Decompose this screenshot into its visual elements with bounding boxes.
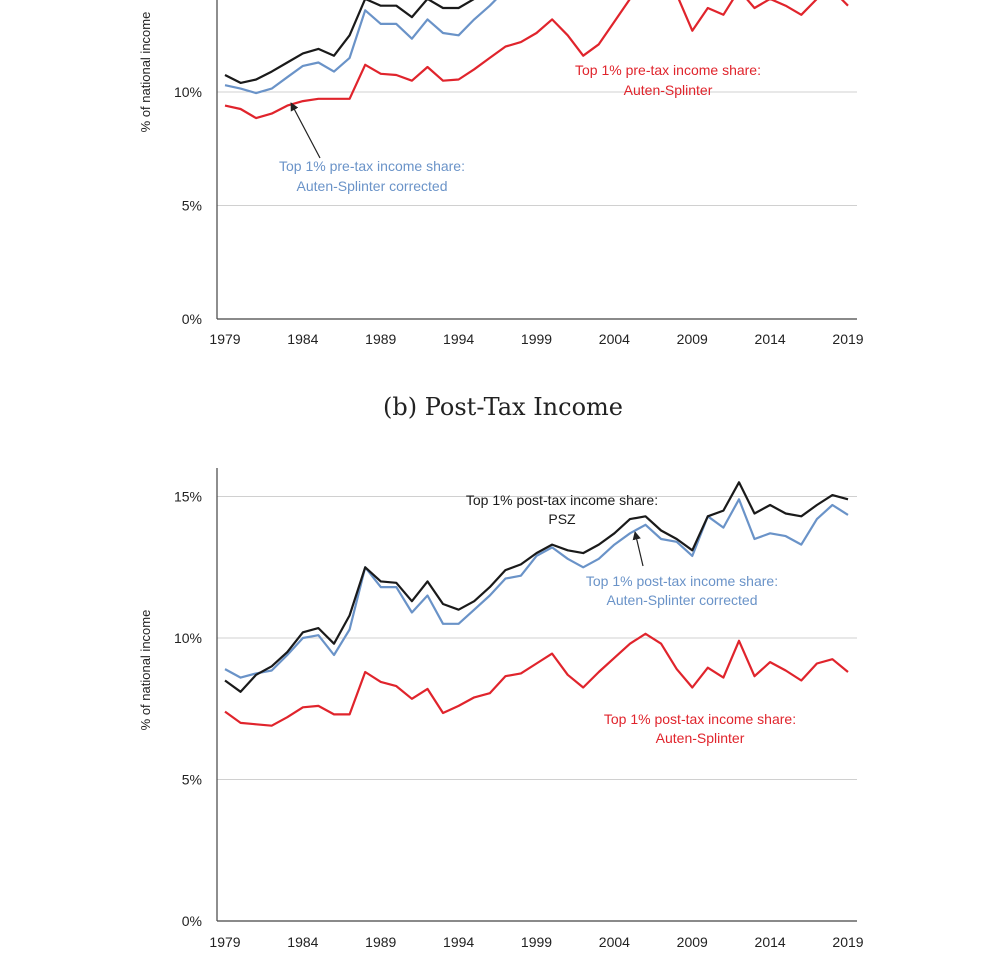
y-tick-label: 5% (182, 772, 202, 788)
annotation-arrow (290, 102, 321, 159)
annotation-psz-line1: Top 1% post-tax income share: (466, 492, 658, 508)
series-line-corrected (224, 0, 497, 95)
annotation-as-line1: Top 1% post-tax income share: (604, 711, 796, 727)
y-tick-label: 10% (174, 630, 202, 646)
y-tick-label: 0% (182, 913, 202, 929)
series-line-corrected (224, 498, 849, 679)
gridlines (216, 468, 857, 922)
pretax-chart: 0% 5% 10% 1979 1984 1989 1994 1999 2004 2009 2014… (138, 0, 864, 347)
x-tick-label: 2014 (755, 934, 786, 950)
series-line-auten-splinter (224, 0, 849, 120)
series-line-psz (224, 0, 475, 84)
x-tick-label: 2019 (832, 331, 863, 347)
x-tick-label: 2014 (755, 331, 786, 347)
subtitle-post-tax: (b) Post-Tax Income (383, 393, 623, 421)
x-tick-label: 1989 (365, 331, 396, 347)
x-tick-label: 1979 (209, 331, 240, 347)
y-tick-label: 0% (182, 311, 202, 327)
y-tick-labels: 0% 5% 10% (174, 84, 202, 327)
annotation-corrected-line1: Top 1% pre-tax income share: (279, 158, 465, 174)
y-axis-label: % of national income (138, 12, 153, 133)
x-tick-label: 2019 (832, 934, 863, 950)
annotation-as-line1: Top 1% pre-tax income share: (575, 62, 761, 78)
annotation-corrected-line2: Auten-Splinter corrected (607, 592, 758, 608)
annotation-as-line2: Auten-Splinter (624, 82, 713, 98)
series-lines (224, 0, 849, 120)
x-tick-label: 1989 (365, 934, 396, 950)
x-tick-label: 1994 (443, 934, 474, 950)
series-lines (224, 481, 849, 727)
annotation-as-line2: Auten-Splinter (656, 730, 745, 746)
series-line-auten-splinter (224, 632, 849, 727)
gridlines (216, 0, 857, 320)
x-tick-label: 1984 (287, 331, 318, 347)
x-tick-label: 2004 (599, 331, 630, 347)
series-line-psz (224, 481, 849, 693)
x-tick-label: 2009 (677, 331, 708, 347)
x-tick-label: 1979 (209, 934, 240, 950)
annotation-corrected-line2: Auten-Splinter corrected (297, 178, 448, 194)
x-tick-label: 2004 (599, 934, 630, 950)
y-tick-label: 15% (174, 489, 202, 505)
x-tick-label: 1999 (521, 331, 552, 347)
y-tick-labels: 0% 5% 10% 15% (174, 489, 202, 930)
x-tick-label: 1999 (521, 934, 552, 950)
y-tick-label: 10% (174, 84, 202, 100)
x-tick-labels: 1979 1984 1989 1994 1999 2004 2009 2014 2019 (209, 934, 863, 950)
y-tick-label: 5% (182, 198, 202, 214)
annotation-corrected-line1: Top 1% post-tax income share: (586, 573, 778, 589)
posttax-chart: 0% 5% 10% 15% 1979 1984 1989 1994 1999 2004 2009 2… (138, 468, 864, 950)
annotation-psz-line2: PSZ (548, 511, 576, 527)
x-tick-label: 1984 (287, 934, 318, 950)
y-axis-label: % of national income (138, 610, 153, 731)
x-tick-label: 1994 (443, 331, 474, 347)
x-tick-label: 2009 (677, 934, 708, 950)
x-tick-labels: 1979 1984 1989 1994 1999 2004 2009 2014 2019 (209, 331, 863, 347)
annotation-arrow (632, 531, 644, 567)
